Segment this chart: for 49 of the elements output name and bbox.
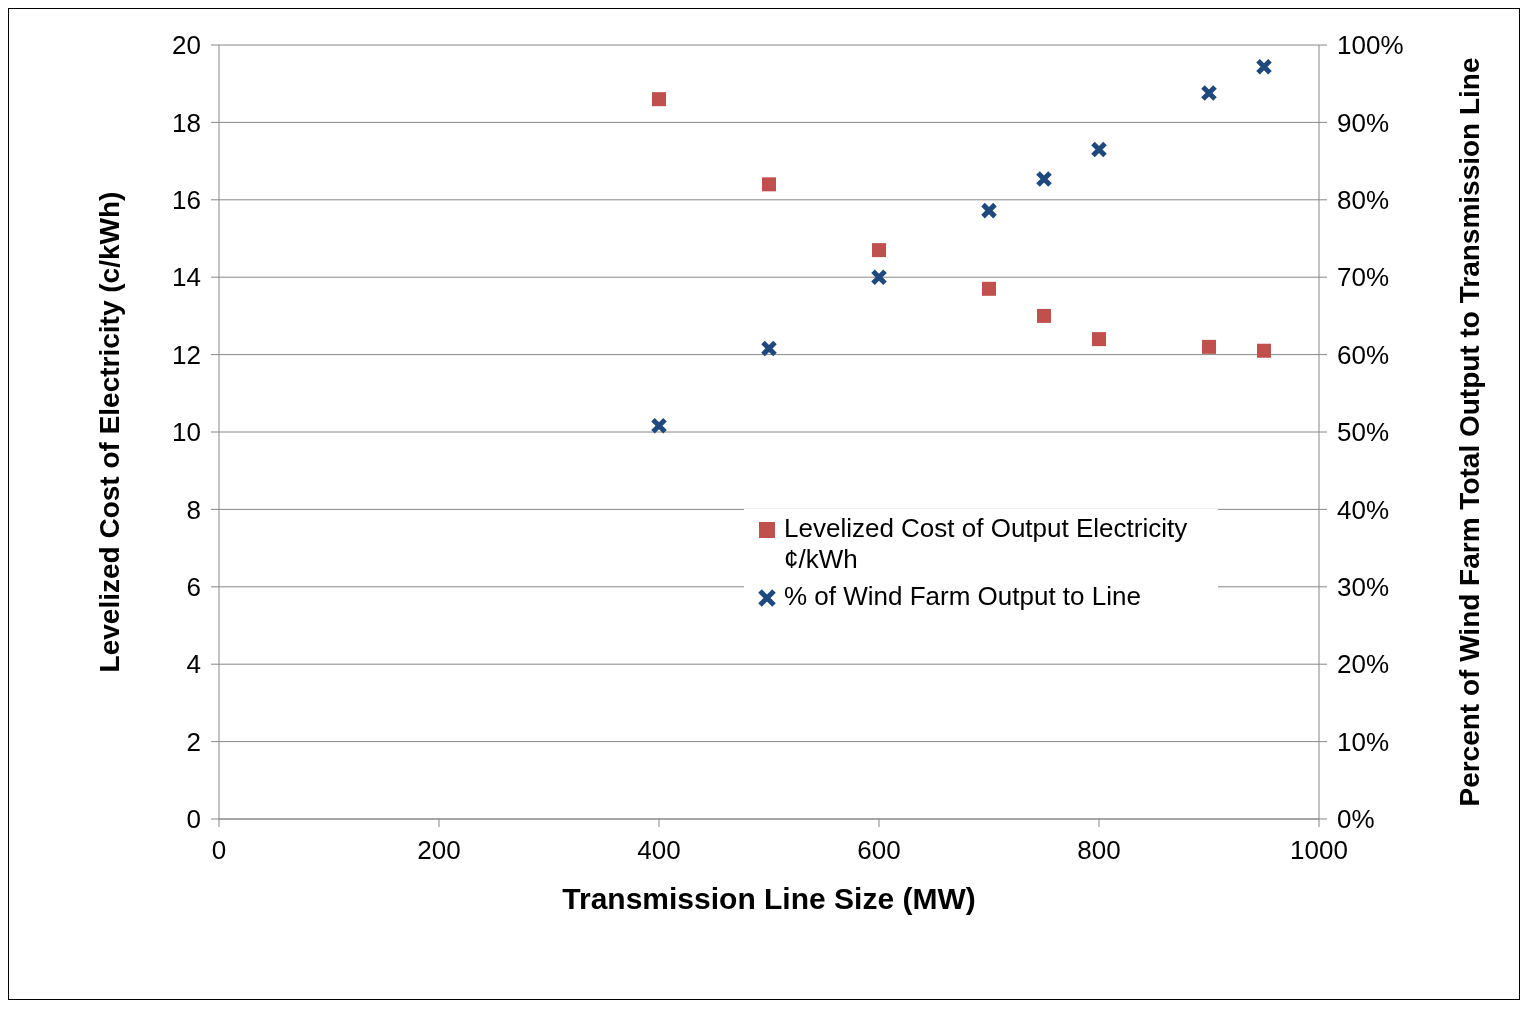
point xyxy=(872,243,886,258)
y2-tick-label: 90% xyxy=(1337,107,1390,138)
x-axis-title: Transmission Line Size (MW) xyxy=(562,882,976,915)
y-tick-label: 8 xyxy=(186,494,201,525)
y-tick-label: 20 xyxy=(172,30,201,61)
y2-tick-label: 80% xyxy=(1337,185,1390,216)
point xyxy=(1090,140,1108,158)
y2-tick-label: 100% xyxy=(1337,30,1404,61)
y-tick-label: 18 xyxy=(172,107,201,138)
y-axis-title: Levelized Cost of Electricity (c/kWh) xyxy=(93,191,125,673)
point xyxy=(982,281,996,296)
y2-tick-label: 0% xyxy=(1337,804,1375,835)
legend-label: Levelized Cost of Output Electricity ¢/kWh xyxy=(784,513,1189,575)
x-tick-label: 0 xyxy=(211,835,227,866)
y2-tick-label: 20% xyxy=(1337,649,1390,680)
point xyxy=(1035,170,1053,188)
point xyxy=(1255,58,1273,76)
y2-tick-label: 10% xyxy=(1337,726,1390,757)
y-tick-label: 2 xyxy=(186,726,201,757)
legend-label: % of Wind Farm Output to Line xyxy=(784,581,1141,612)
x-tick-label: 600 xyxy=(857,835,901,866)
point xyxy=(762,177,776,192)
y2-tick-label: 30% xyxy=(1337,572,1390,603)
point xyxy=(652,92,666,107)
point xyxy=(1037,308,1051,323)
y2-tick-label: 40% xyxy=(1337,494,1390,525)
y-tick-label: 14 xyxy=(172,262,201,293)
x-tick-label: 800 xyxy=(1077,835,1121,866)
y2-tick-label: 50% xyxy=(1337,417,1390,448)
y-tick-label: 10 xyxy=(172,417,201,448)
y-tick-label: 12 xyxy=(172,339,201,370)
point xyxy=(760,339,778,357)
point xyxy=(980,202,998,220)
x-tick-label: 400 xyxy=(637,835,681,866)
y2-tick-label: 70% xyxy=(1337,262,1390,293)
y-tick-label: 6 xyxy=(186,572,201,603)
point xyxy=(1092,332,1106,347)
y-tick-label: 4 xyxy=(186,649,201,680)
x-tick-label: 1000 xyxy=(1290,835,1348,866)
point xyxy=(1257,343,1271,358)
point xyxy=(1200,84,1218,102)
point xyxy=(650,417,668,435)
y-tick-label: 0 xyxy=(186,804,201,835)
y2-axis-title: Percent of Wind Farm Total Output to Transmission Line xyxy=(1453,57,1485,807)
y-tick-label: 16 xyxy=(172,185,201,216)
point xyxy=(870,268,888,286)
point xyxy=(1202,339,1216,354)
x-tick-label: 200 xyxy=(417,835,461,866)
y2-tick-label: 60% xyxy=(1337,339,1390,370)
